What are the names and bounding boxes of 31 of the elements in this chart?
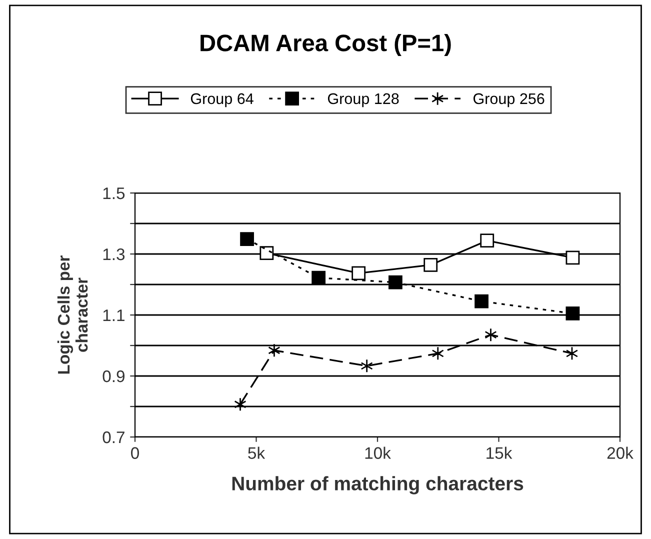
point <box>474 294 488 308</box>
point <box>388 275 402 290</box>
y-tick-label: 0.7 <box>102 431 124 444</box>
chart-title: DCAM Area Cost (P=1) <box>200 34 451 56</box>
x-tick-label: 10k <box>365 446 391 459</box>
y-axis-title: Logic Cells per character <box>57 256 88 374</box>
x-tick-label: 0 <box>131 447 139 459</box>
point <box>432 346 444 360</box>
legend-label: Group 256 <box>473 93 544 108</box>
point <box>268 343 280 358</box>
y-tick-label: 1.1 <box>103 310 124 322</box>
y-tick-label: 1.5 <box>103 188 125 200</box>
point <box>484 328 497 342</box>
legend-label: Group 64 <box>190 93 254 108</box>
y-tick-label: 1.3 <box>103 248 125 260</box>
point <box>312 270 326 285</box>
y-tick-label: 0.9 <box>102 370 124 382</box>
point <box>424 258 438 272</box>
point <box>240 232 254 246</box>
point <box>234 397 246 412</box>
point <box>566 306 580 320</box>
point <box>360 358 373 373</box>
x-tick-label: 15k <box>486 446 512 459</box>
point <box>260 246 274 260</box>
x-tick-label: 5k <box>248 446 266 459</box>
x-tick-label: 20k <box>607 446 634 459</box>
point <box>352 266 366 280</box>
point <box>480 234 494 248</box>
point <box>566 250 580 265</box>
x-axis-title: Number of matching characters <box>232 476 524 494</box>
legend-label: Group 128 <box>328 93 399 108</box>
